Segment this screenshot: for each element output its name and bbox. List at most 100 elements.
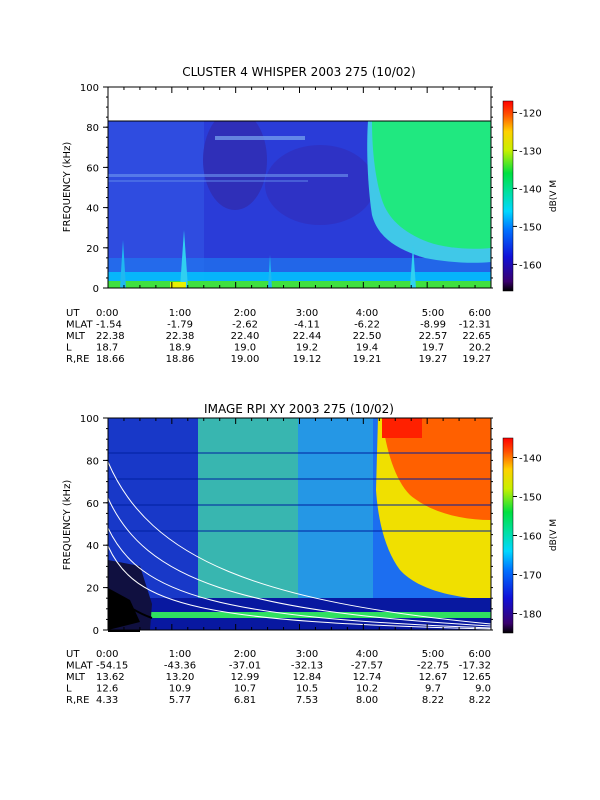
harmonic-line [108,180,308,182]
ephemeris-label: UT [66,649,80,660]
colorbar-label: dB(V M [549,180,559,212]
ephemeris-value: -4.11 [294,320,320,331]
ephemeris-value: 19.12 [293,354,322,365]
y-tick-label: 100 [80,414,99,425]
plasma-frequency-trace [108,461,491,625]
plasma-frequency-trace [108,527,491,629]
ephemeris-value: 19.00 [231,354,260,365]
colorbar-ticks: -140 -150 -160 -170 -180 [513,454,542,621]
colorbar: -120 -130 -140 -150 -160 dB(V M [502,100,559,292]
emission-hotspot [170,282,186,288]
ephemeris-value: 0:00 [96,308,118,319]
ephemeris-value: 5.77 [169,695,191,706]
ephemeris-value: 12.99 [231,672,260,683]
harmonic-line [108,452,491,454]
ephemeris-value: -27.57 [351,661,383,672]
y-tick-label: 20 [86,584,99,595]
panel-cluster: CLUSTER 4 WHISPER 2003 275 (10/02) 0 20 40… [62,65,559,365]
ephemeris-value: 22.40 [231,331,260,342]
ephemeris-label: L [66,684,72,695]
ephemeris-value: 18.66 [96,354,125,365]
emission-hotspot [382,418,422,438]
ephemeris-value: 18.86 [166,354,195,365]
ephemeris-value: 3:00 [296,308,318,319]
ephemeris-label: MLAT [66,661,93,672]
ephemeris-value: -1.79 [167,320,193,331]
ephemeris-value: 22.65 [462,331,491,342]
colorbar-tick-label: -160 [519,532,542,543]
colorbar-tick-label: -180 [519,610,542,621]
y-tick-label: 60 [86,163,99,174]
colorbar-tick-label: -170 [519,571,542,582]
colorbar-label-units: V M [549,519,559,536]
ephemeris-label: MLT [66,672,86,683]
auroral-emission [382,418,491,520]
ephemeris-value: 6:00 [469,649,491,660]
ephemeris-value: 22.38 [96,331,125,342]
emission-spike [410,245,416,288]
y-tick-label: 20 [86,244,99,255]
y-tick-label: 40 [86,204,99,215]
x-axis [107,418,492,630]
ephemeris-value: 6:00 [469,308,491,319]
ephemeris-value: 4:00 [356,649,378,660]
ephemeris-value: 12.74 [353,672,382,683]
colorbar-label-prefix: dB( [549,536,559,551]
y-axis-label: FREQUENCY (kHz) [62,480,73,571]
ephemeris-value: -1.54 [96,320,122,331]
harmonic-line [108,174,348,177]
ephemeris-value: 10.2 [356,684,378,695]
x-axis [107,87,492,288]
ephemeris-value: 22.44 [293,331,322,342]
ephemeris-value: 10.5 [296,684,318,695]
ephemeris-value: 1:00 [169,649,191,660]
ephemeris-value: 22.50 [353,331,382,342]
ephemeris-label: UT [66,308,80,319]
colorbar-tick-label: -130 [519,146,542,157]
spectrogram-image [108,121,491,288]
harmonic-line [108,530,491,532]
ephemeris-value: 9.7 [425,684,441,695]
ephemeris-value: -37.01 [229,661,261,672]
ephemeris-value: -12.31 [459,320,491,331]
ephemeris-value: 19.27 [462,354,491,365]
y-axis: 0 20 40 60 80 100 [80,83,493,295]
ephemeris-value: 1:00 [169,308,191,319]
ephemeris-value: -8.99 [420,320,446,331]
ephemeris-value: -54.15 [96,661,128,672]
ephemeris-value: 19.27 [419,354,448,365]
ephemeris-value: 4.33 [96,695,118,706]
ephemeris-label: MLT [66,331,86,342]
colorbar-ticks: -120 -130 -140 -150 -160 [513,108,542,271]
ephemeris-value: 6.81 [234,695,256,706]
harmonic-line [108,504,491,506]
ephemeris-value: 2:00 [234,649,256,660]
y-tick-label: 40 [86,541,99,552]
ephemeris-value: 18.7 [96,343,118,354]
ephemeris-table: UT 0:00 1:00 2:00 3:00 4:00 5:00 6:00 MLAT -54.15… [66,649,491,706]
ephemeris-value: 13.62 [96,672,125,683]
ephemeris-value: -22.75 [417,661,449,672]
ephemeris-value: 4:00 [356,308,378,319]
ephemeris-value: 5:00 [422,308,444,319]
colorbar-gradient [502,437,514,634]
ephemeris-value: 19.2 [296,343,318,354]
ephemeris-value: -17.32 [459,661,491,672]
ephemeris-value: 12.65 [462,672,491,683]
ephemeris-label: R,RE [66,695,89,706]
ephemeris-value: 2:00 [234,308,256,319]
ephemeris-value: 19.4 [356,343,378,354]
colorbar-tick-label: -140 [519,184,542,195]
colorbar-label-prefix: dB( [549,197,559,212]
auroral-emission [372,121,491,249]
ephemeris-value: -6.22 [354,320,380,331]
ephemeris-value: 0:00 [96,649,118,660]
panel-title: CLUSTER 4 WHISPER 2003 275 (10/02) [182,65,415,79]
colorbar: -140 -150 -160 -170 -180 dB(V M [502,437,559,634]
emission-spike [180,230,188,288]
y-tick-label: 100 [80,83,99,94]
ephemeris-value: 8.22 [422,695,444,706]
ephemeris-value: 12.84 [293,672,322,683]
ephemeris-value: 22.38 [166,331,195,342]
